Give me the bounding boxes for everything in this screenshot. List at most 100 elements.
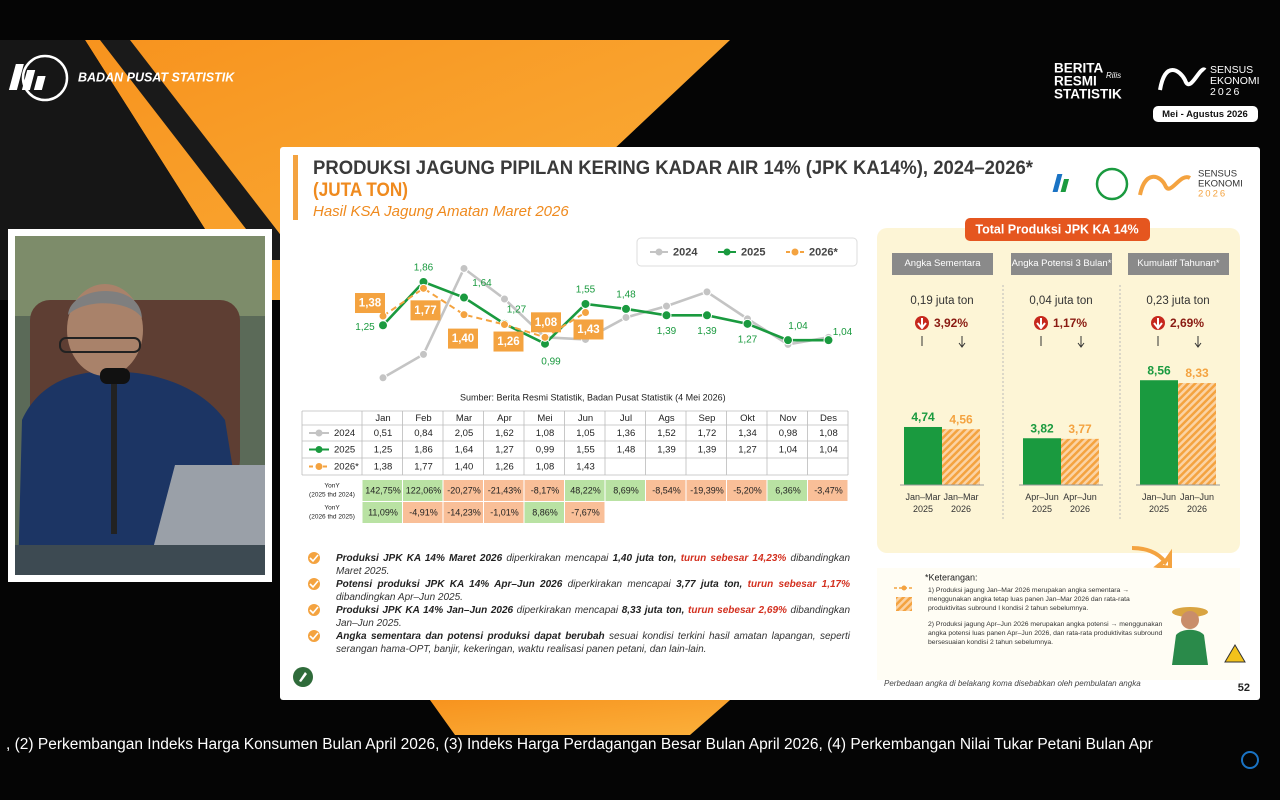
bar bbox=[1178, 383, 1216, 485]
row-label: 2025 bbox=[334, 445, 355, 456]
bullet: Angka sementara dan potensi produksi dap… bbox=[336, 630, 850, 656]
yoy-cell bbox=[605, 480, 645, 501]
legend-swatch bbox=[655, 248, 663, 256]
yoy-label: YonY bbox=[324, 483, 340, 490]
desk bbox=[15, 545, 265, 575]
group-change: 0,04 juta ton bbox=[1029, 295, 1092, 307]
bullet-icon bbox=[309, 554, 319, 563]
yoy-cell bbox=[362, 480, 402, 501]
bullet-text: dibandingkan Maret 2025. bbox=[336, 553, 851, 577]
bullet-text: diperkirakan mencapai bbox=[516, 605, 619, 616]
legend-swatch bbox=[723, 248, 731, 256]
data-point bbox=[459, 310, 469, 320]
data-label: 1,08 bbox=[535, 317, 558, 329]
brs-tag: Rilis bbox=[1106, 71, 1121, 80]
summary-title: Total Produksi JPK KA 14% bbox=[975, 222, 1138, 236]
laptop bbox=[150, 465, 265, 570]
row-marker bbox=[315, 446, 323, 453]
legend-label: 2024 bbox=[673, 246, 698, 258]
bullet-text: dibandingkan Apr–Jun 2025. bbox=[336, 592, 463, 603]
data-label: 1,04 bbox=[788, 321, 808, 332]
legend-swatch bbox=[791, 248, 799, 256]
edit-button[interactable] bbox=[293, 667, 313, 687]
data-point bbox=[823, 335, 834, 346]
table-cell: 1,36 bbox=[617, 428, 636, 439]
sensus-text: SENSUS bbox=[1210, 64, 1253, 76]
notes-line-icon bbox=[901, 585, 907, 591]
table-cell: 1,86 bbox=[414, 445, 433, 456]
data-point bbox=[621, 312, 631, 322]
bar-category: Jan–Jun 2025 bbox=[1141, 492, 1177, 514]
data-label: 1,86 bbox=[414, 263, 434, 274]
table-cell: 1,04 bbox=[779, 445, 798, 456]
data-label-box bbox=[410, 300, 441, 321]
brs-text: STATISTIK bbox=[1054, 87, 1122, 102]
bar bbox=[1140, 380, 1178, 485]
yoy-value: -14,23% bbox=[447, 507, 481, 517]
data-label: 1,27 bbox=[507, 304, 527, 315]
table-header: Des bbox=[820, 413, 837, 424]
yoy-value: -20,27% bbox=[447, 485, 481, 495]
data-label: 1,39 bbox=[697, 326, 717, 337]
group-header: Kumulatif Tahunan* bbox=[1128, 253, 1229, 275]
data-label: 1,38 bbox=[359, 298, 382, 310]
table-cell: 1,26 bbox=[495, 462, 514, 473]
sensus-text: 2026 bbox=[1210, 86, 1241, 98]
data-label: 1,26 bbox=[497, 336, 519, 348]
data-point bbox=[500, 294, 509, 304]
mic-stand bbox=[111, 384, 117, 534]
yoy-cell bbox=[646, 480, 686, 501]
yoy-value: -1,01% bbox=[490, 507, 519, 517]
yoy-cell bbox=[727, 480, 767, 501]
bullet-subject: Produksi JPK KA 14% Maret 2026 bbox=[336, 553, 503, 564]
table-cell: 2,05 bbox=[455, 428, 474, 439]
data-label: 1,43 bbox=[577, 324, 599, 336]
table-cell: 1,72 bbox=[698, 428, 717, 439]
bullet-subject: Potensi produksi JPK KA 14% Apr–Jun 2026 bbox=[336, 579, 563, 590]
glasses bbox=[59, 337, 141, 353]
slide-unit: (JUTA TON) bbox=[313, 180, 408, 201]
yoy-value: -8,17% bbox=[531, 485, 560, 495]
data-label: 0,99 bbox=[541, 356, 561, 367]
slide-logo-text: EKONOMI bbox=[1198, 179, 1243, 190]
yoy-cell bbox=[524, 502, 564, 523]
table-cell: 1,39 bbox=[657, 445, 676, 456]
bar bbox=[1061, 438, 1099, 485]
table-header: Mei bbox=[537, 413, 552, 424]
bar-label: 3,82 bbox=[1030, 421, 1054, 435]
yoy-cell bbox=[565, 502, 605, 523]
data-point bbox=[581, 307, 590, 317]
bar-category: Jan–Mar 2025 bbox=[905, 492, 941, 514]
yoy-cell bbox=[767, 480, 807, 501]
series-line bbox=[382, 287, 587, 339]
group-header: Angka Sementara bbox=[892, 253, 993, 275]
bullet-text: diperkirakan mencapai bbox=[567, 579, 671, 590]
bullet-icon bbox=[308, 604, 320, 616]
yoy-cell bbox=[808, 480, 848, 501]
bar bbox=[942, 429, 980, 485]
table-cell: 0,84 bbox=[414, 428, 433, 439]
bullet-icon bbox=[308, 552, 320, 564]
yoy-cell bbox=[403, 480, 443, 501]
table-cell: 1,25 bbox=[374, 445, 393, 456]
group-percent: 2,69% bbox=[1170, 316, 1204, 330]
decor-stripe bbox=[100, 40, 300, 260]
data-point bbox=[661, 310, 672, 321]
data-point bbox=[702, 287, 712, 297]
data-point bbox=[580, 298, 591, 309]
legend-label: 2025 bbox=[741, 246, 765, 258]
table-cell: 1,08 bbox=[536, 462, 555, 473]
group-change: 0,19 juta ton bbox=[910, 295, 973, 307]
data-label: 1,40 bbox=[452, 333, 474, 345]
bullet-text: sesuai kondisi terkini hasil amatan lapa… bbox=[336, 631, 850, 655]
slide-title: PRODUKSI JAGUNG PIPILAN KERING KADAR AIR… bbox=[313, 158, 1034, 179]
data-point bbox=[419, 349, 428, 359]
bullet-icon bbox=[308, 630, 320, 642]
bullet-change: turun sebesar 14,23% bbox=[680, 553, 787, 564]
indicator bbox=[958, 336, 966, 348]
data-point bbox=[621, 303, 631, 314]
bullet-icon bbox=[309, 632, 319, 641]
row-label: 2024 bbox=[334, 428, 355, 439]
